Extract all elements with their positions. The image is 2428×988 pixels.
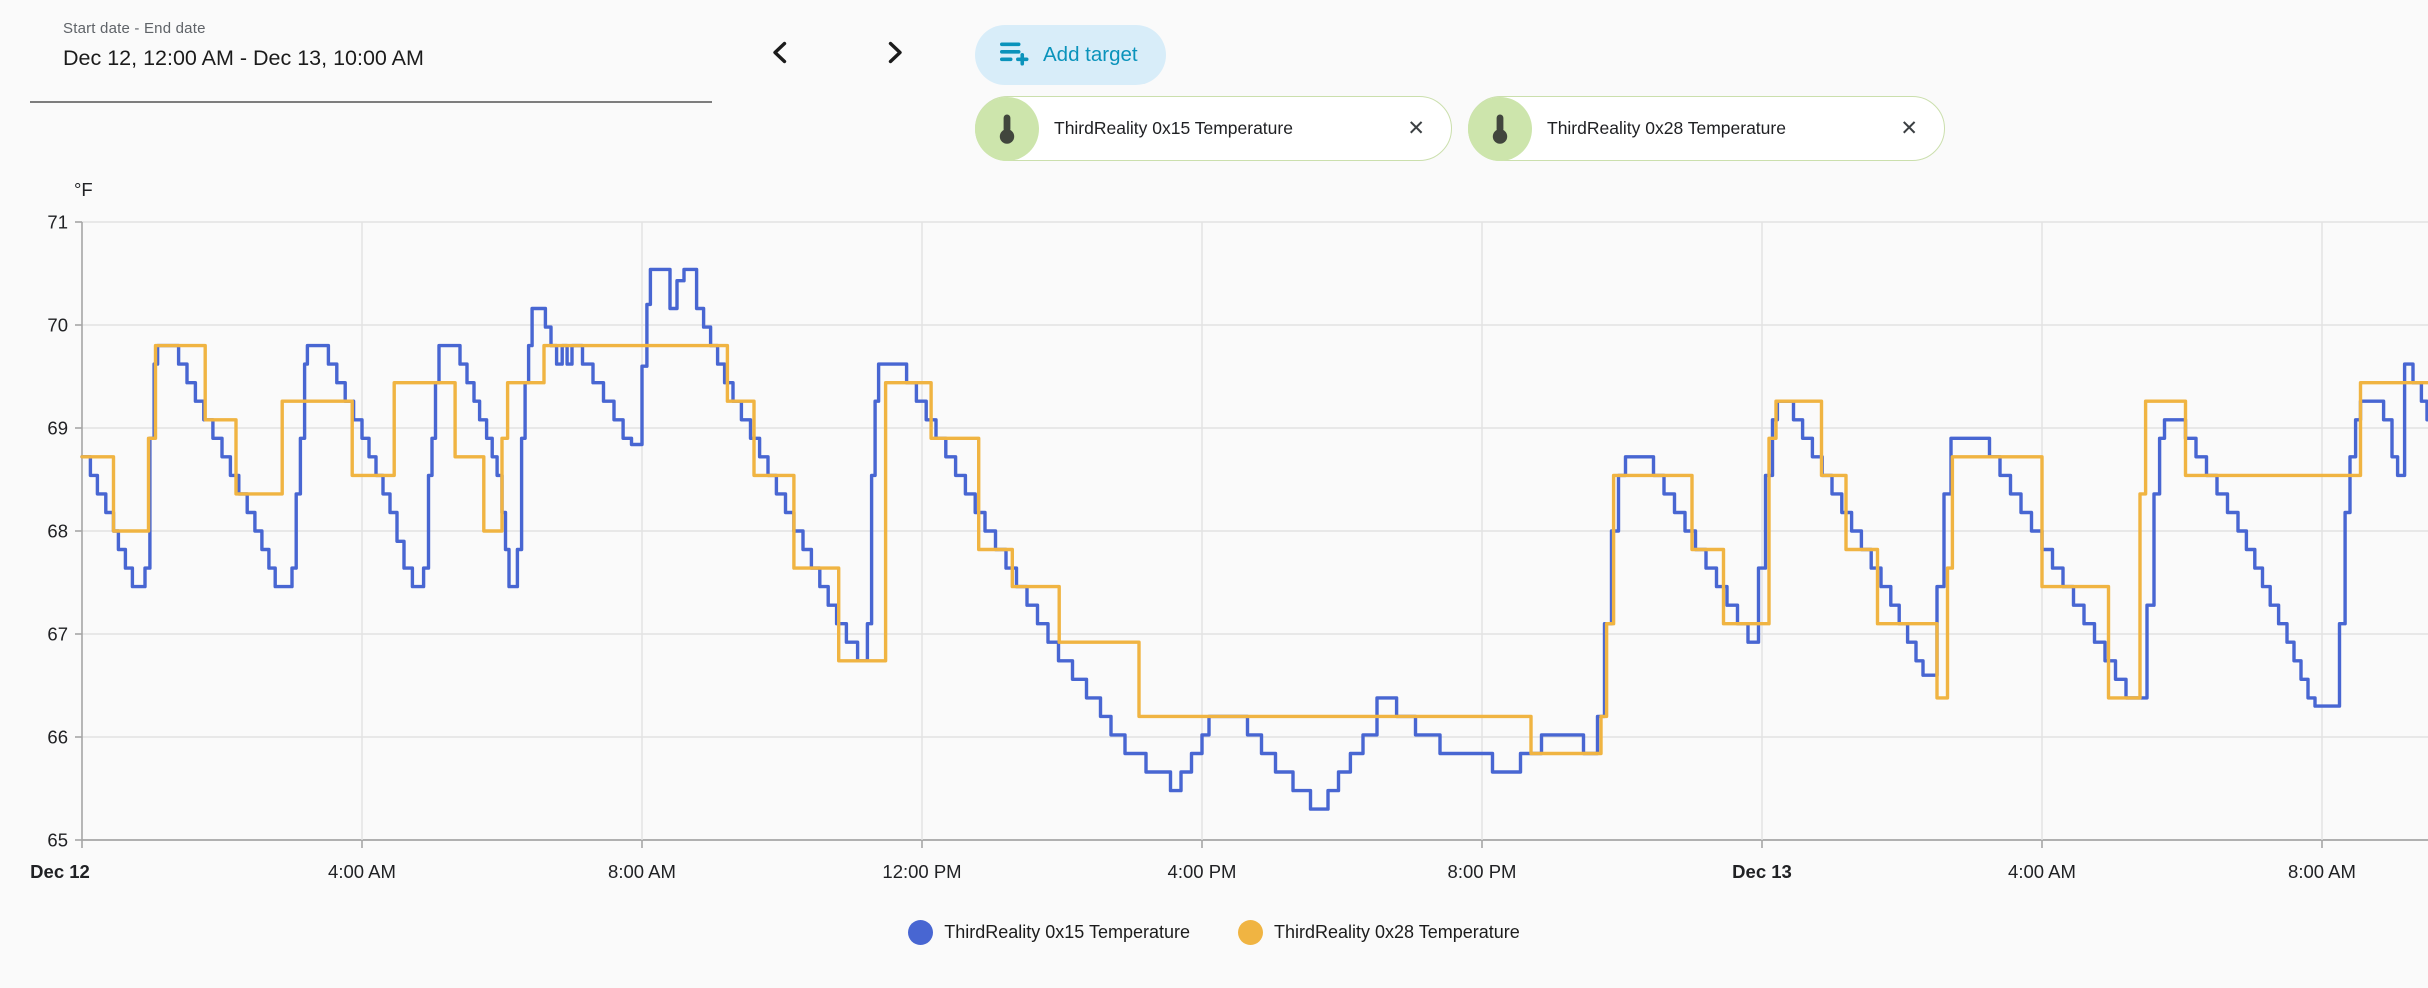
svg-text:68: 68 (47, 521, 68, 542)
remove-target-icon[interactable]: ✕ (1401, 114, 1431, 143)
svg-text:8:00 AM: 8:00 AM (608, 861, 676, 882)
svg-text:8:00 AM: 8:00 AM (2288, 861, 2356, 882)
target-chip-label: ThirdReality 0x15 Temperature (1054, 118, 1293, 138)
svg-text:71: 71 (47, 212, 68, 233)
playlist-plus-icon (999, 40, 1030, 70)
svg-text:66: 66 (47, 727, 68, 748)
target-chip-0x15[interactable]: ThirdReality 0x15 Temperature ✕ (975, 96, 1452, 161)
series-color-dot (908, 920, 934, 945)
chevron-left-icon (767, 39, 794, 66)
remove-target-icon[interactable]: ✕ (1894, 114, 1924, 143)
date-range-field[interactable]: Start date - End date Dec 12, 12:00 AM -… (30, 6, 712, 103)
thermometer-icon (975, 96, 1039, 161)
legend-item-0x15[interactable]: ThirdReality 0x15 Temperature (908, 920, 1190, 945)
thermometer-icon (1468, 96, 1532, 161)
date-range-label: Start date - End date (63, 20, 206, 37)
svg-text:4:00 AM: 4:00 AM (2008, 861, 2076, 882)
legend-item-0x28[interactable]: ThirdReality 0x28 Temperature (1238, 920, 1520, 945)
target-chip-label: ThirdReality 0x28 Temperature (1547, 118, 1786, 138)
svg-text:67: 67 (47, 624, 68, 645)
add-target-button[interactable]: Add target (975, 25, 1166, 85)
add-target-label: Add target (1043, 43, 1138, 66)
legend-label: ThirdReality 0x28 Temperature (1274, 922, 1520, 942)
svg-text:°F: °F (74, 179, 93, 200)
next-period-button[interactable] (870, 28, 918, 76)
svg-text:8:00 PM: 8:00 PM (1448, 861, 1517, 882)
previous-period-button[interactable] (756, 28, 804, 76)
svg-text:Dec 13: Dec 13 (1732, 861, 1792, 882)
svg-text:4:00 PM: 4:00 PM (1168, 861, 1237, 882)
svg-text:65: 65 (47, 830, 68, 851)
svg-text:12:00 PM: 12:00 PM (882, 861, 961, 882)
svg-text:4:00 AM: 4:00 AM (328, 861, 396, 882)
svg-text:Dec 12: Dec 12 (30, 861, 90, 882)
svg-text:70: 70 (47, 315, 68, 336)
chart-legend: ThirdReality 0x15 Temperature ThirdReali… (0, 920, 2428, 945)
target-chip-0x28[interactable]: ThirdReality 0x28 Temperature ✕ (1468, 96, 1945, 161)
legend-label: ThirdReality 0x15 Temperature (944, 922, 1190, 942)
date-range-value: Dec 12, 12:00 AM - Dec 13, 10:00 AM (63, 46, 424, 70)
series-color-dot (1238, 920, 1263, 945)
svg-text:69: 69 (47, 418, 68, 439)
chevron-right-icon (881, 39, 908, 66)
